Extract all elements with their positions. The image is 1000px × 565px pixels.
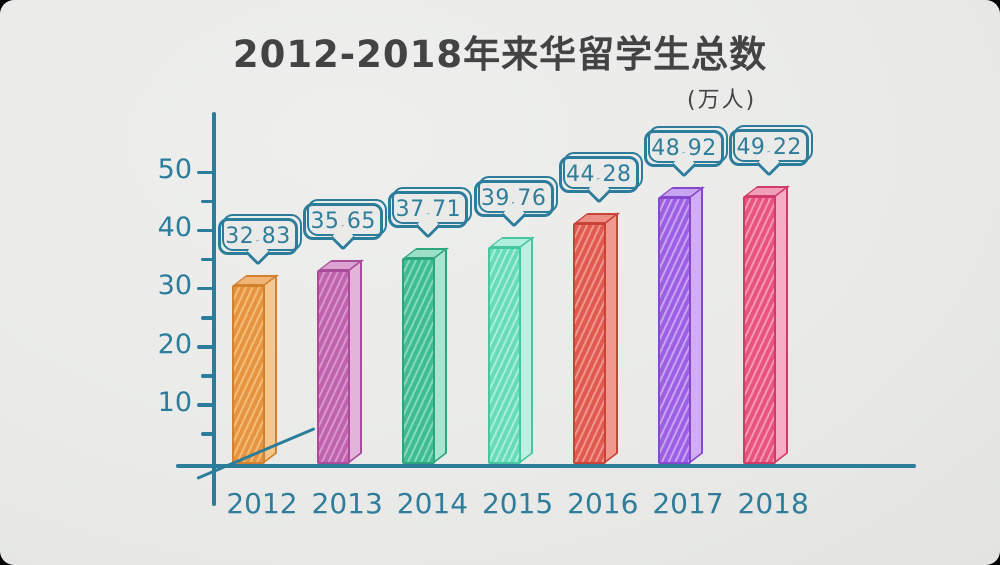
y-tick-35 xyxy=(201,257,213,262)
y-tick-10 xyxy=(197,403,213,407)
bar-group-2014 xyxy=(402,247,450,464)
bar-front-face xyxy=(402,258,436,464)
x-tick-label-2017: 2017 xyxy=(652,487,724,520)
y-tick-label-30: 30 xyxy=(157,270,192,302)
y-tick-label-20: 20 xyxy=(157,328,192,360)
y-tick-30 xyxy=(197,286,213,291)
y-tick-20 xyxy=(197,345,213,349)
x-tick-label-2013: 2013 xyxy=(311,487,383,520)
bar-group-2012 xyxy=(232,274,280,464)
y-tick-50 xyxy=(197,170,213,174)
bar-side-face xyxy=(263,274,277,464)
bar-group-2018 xyxy=(743,184,791,464)
value-bubble-2017: 48.92 xyxy=(644,130,724,179)
x-tick-label-2015: 2015 xyxy=(481,487,554,520)
bar-side-face xyxy=(433,247,448,464)
bar-side-face xyxy=(603,211,618,464)
y-axis-line xyxy=(212,112,216,506)
bar-front-face xyxy=(232,285,265,464)
bar-front-face xyxy=(487,247,521,464)
value-bubble-2014: 37.71 xyxy=(388,191,469,240)
x-axis-line xyxy=(176,464,916,468)
value-bubble-2015: 39.76 xyxy=(473,180,554,229)
value-bubble-2013: 35.65 xyxy=(303,202,384,251)
x-tick-label-2018: 2018 xyxy=(737,487,809,520)
y-tick-5 xyxy=(201,432,213,436)
y-tick-25 xyxy=(201,316,213,320)
chart-title: 2012-2018年来华留学生总数 xyxy=(232,33,768,76)
bar-front-face xyxy=(317,269,351,464)
bar-group-2017 xyxy=(658,186,706,464)
bar-front-face xyxy=(658,197,691,464)
bar-group-2013 xyxy=(317,258,365,464)
x-tick-label-2014: 2014 xyxy=(396,487,469,520)
value-bubble-2012: 32.83 xyxy=(218,218,298,266)
bar-side-face xyxy=(348,258,363,464)
y-tick-40 xyxy=(197,228,213,233)
value-bubble-2016: 44.28 xyxy=(558,155,639,204)
y-tick-label-50: 50 xyxy=(157,154,192,185)
x-tick-label-2012: 2012 xyxy=(226,487,298,520)
y-tick-label-10: 10 xyxy=(157,386,192,418)
bar-front-face xyxy=(572,222,606,464)
unit-label: (万人) xyxy=(687,88,757,113)
value-bubble-2018: 49.22 xyxy=(729,128,810,177)
bar-side-face xyxy=(774,184,789,464)
bar-group-2015 xyxy=(487,236,536,464)
x-tick-label-2016: 2016 xyxy=(567,487,639,520)
bar-front-face xyxy=(743,195,777,464)
bar-side-face xyxy=(689,186,703,464)
y-tick-45 xyxy=(201,199,213,204)
bar-group-2016 xyxy=(572,211,621,464)
bar-side-face xyxy=(518,236,533,464)
y-tick-15 xyxy=(201,374,213,378)
y-tick-label-40: 40 xyxy=(157,212,192,244)
